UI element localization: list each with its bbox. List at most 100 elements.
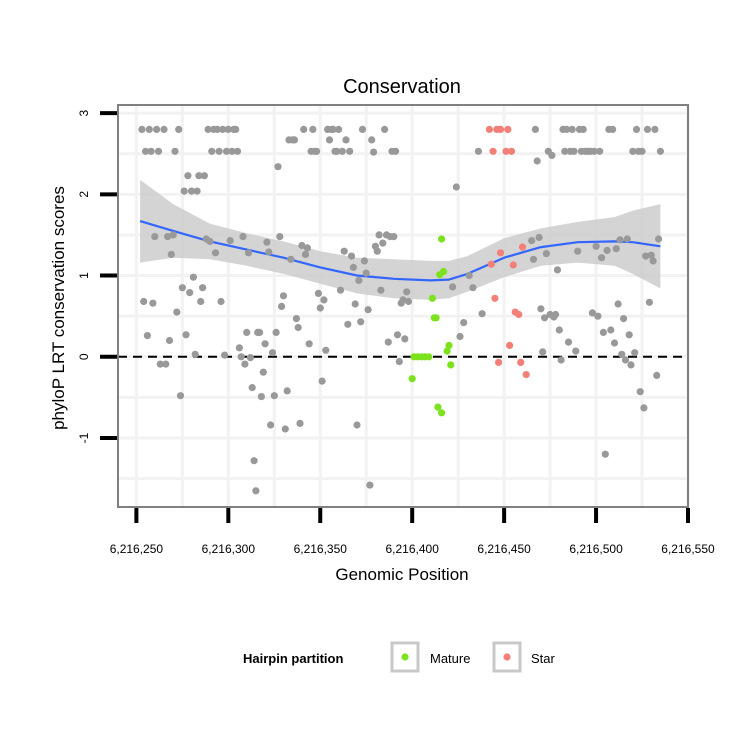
panel-border xyxy=(117,104,689,508)
point-other xyxy=(379,239,387,247)
point-other xyxy=(325,136,334,144)
point-other xyxy=(638,147,646,155)
point-other xyxy=(557,356,565,364)
point-other xyxy=(599,328,608,336)
point-star xyxy=(495,358,503,366)
point-other xyxy=(186,289,194,297)
point-other xyxy=(197,297,205,306)
point-mature xyxy=(438,409,446,417)
confidence-ribbon xyxy=(140,179,661,300)
point-other xyxy=(191,350,199,358)
point-star xyxy=(491,294,499,302)
point-other xyxy=(594,312,602,320)
legend-key-mature xyxy=(390,641,420,673)
point-other xyxy=(283,387,291,395)
point-mature xyxy=(447,361,455,369)
point-other xyxy=(631,349,639,357)
point-other xyxy=(222,147,231,155)
point-other xyxy=(384,338,392,346)
point-other xyxy=(351,300,359,308)
legend-label-star: Star xyxy=(531,651,556,666)
point-other xyxy=(353,421,361,429)
point-other xyxy=(151,233,159,241)
point-other xyxy=(469,284,477,292)
point-star xyxy=(518,243,527,251)
point-star xyxy=(522,371,530,379)
point-other xyxy=(570,147,578,155)
point-other xyxy=(393,331,402,339)
point-other xyxy=(366,481,374,489)
point-other xyxy=(542,250,551,258)
point-other xyxy=(184,172,192,180)
point-other xyxy=(305,340,313,348)
x-tick-label: 6,216,300 xyxy=(202,542,256,556)
point-other xyxy=(156,360,164,368)
point-other xyxy=(610,339,619,347)
point-other xyxy=(171,147,179,155)
point-other xyxy=(607,326,615,334)
point-other xyxy=(165,336,174,345)
point-other xyxy=(256,328,264,336)
point-other xyxy=(645,298,654,306)
point-other xyxy=(347,252,356,260)
point-other xyxy=(603,246,611,254)
point-other xyxy=(655,235,663,243)
point-other xyxy=(211,249,220,257)
point-other xyxy=(178,284,186,292)
legend-swatch-mature xyxy=(401,653,409,661)
point-other xyxy=(618,350,626,358)
point-other xyxy=(294,323,302,332)
point-other xyxy=(572,347,580,355)
y-tick-label: 2 xyxy=(77,191,91,198)
point-other xyxy=(401,335,409,343)
point-other xyxy=(404,297,413,306)
point-other xyxy=(160,125,168,133)
point-other xyxy=(221,351,229,359)
point-other xyxy=(561,147,569,155)
point-other xyxy=(226,237,234,245)
point-mature xyxy=(408,375,416,383)
point-other xyxy=(272,328,280,336)
point-other xyxy=(620,315,628,323)
point-other xyxy=(574,247,582,255)
point-other xyxy=(355,276,363,284)
point-other xyxy=(147,147,155,155)
chart-title: Conservation xyxy=(343,76,461,98)
point-other xyxy=(237,353,245,361)
point-other xyxy=(592,242,600,250)
point-other xyxy=(175,125,183,133)
point-other xyxy=(632,125,641,133)
point-other xyxy=(145,125,153,133)
point-other xyxy=(533,157,541,165)
point-other xyxy=(154,147,163,155)
point-other xyxy=(320,296,328,304)
point-mature xyxy=(443,347,451,355)
point-star xyxy=(487,260,495,268)
point-star xyxy=(515,310,523,319)
x-axis: 6,216,250 6,216,300 6,216,350 6,216,400 6,21… xyxy=(110,508,715,556)
point-other xyxy=(623,235,631,243)
point-other xyxy=(609,125,617,133)
point-other xyxy=(189,273,197,281)
point-other xyxy=(313,147,321,155)
point-other xyxy=(548,151,556,159)
x-tick-label: 6,216,450 xyxy=(477,542,531,556)
point-other xyxy=(142,147,150,155)
point-other xyxy=(233,147,242,155)
point-other xyxy=(627,361,635,369)
point-other xyxy=(206,237,214,245)
point-star xyxy=(502,147,510,155)
point-other xyxy=(552,310,560,319)
point-other xyxy=(274,163,282,171)
point-other xyxy=(276,233,284,241)
point-other xyxy=(368,136,376,144)
point-other xyxy=(213,125,221,133)
point-other xyxy=(568,125,576,133)
point-other xyxy=(162,360,170,368)
point-other xyxy=(399,296,407,304)
point-other xyxy=(590,147,598,155)
point-other xyxy=(153,125,161,133)
point-other xyxy=(541,314,549,322)
point-other xyxy=(193,187,201,195)
